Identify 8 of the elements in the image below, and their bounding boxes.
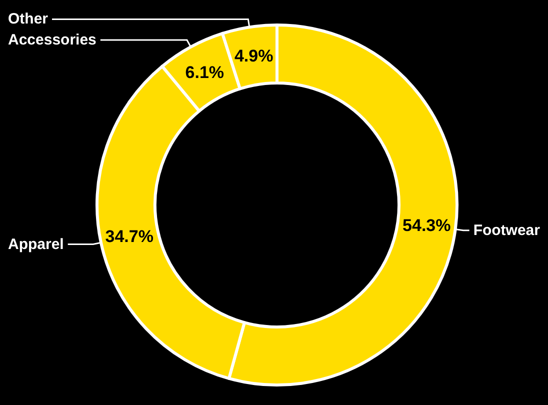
slice-label: Accessories [8,31,96,48]
data-label: 6.1% [185,62,224,82]
data-label: 54.3% [402,216,451,235]
slice-label: Footwear [473,222,540,239]
data-label: 4.9% [234,46,274,66]
slice-label: Apparel [8,236,64,253]
slice-label: Other [8,10,48,28]
data-label: 34.7% [105,227,154,246]
